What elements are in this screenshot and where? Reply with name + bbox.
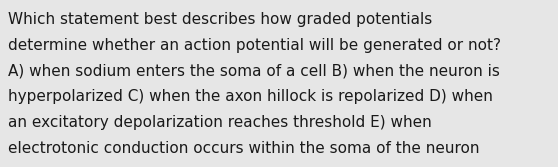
Text: an excitatory depolarization reaches threshold E) when: an excitatory depolarization reaches thr… bbox=[8, 115, 432, 130]
Text: electrotonic conduction occurs within the soma of the neuron: electrotonic conduction occurs within th… bbox=[8, 141, 480, 156]
Text: hyperpolarized C) when the axon hillock is repolarized D) when: hyperpolarized C) when the axon hillock … bbox=[8, 89, 493, 104]
Text: Which statement best describes how graded potentials: Which statement best describes how grade… bbox=[8, 12, 432, 27]
Text: determine whether an action potential will be generated or not?: determine whether an action potential wi… bbox=[8, 38, 502, 53]
Text: A) when sodium enters the soma of a cell B) when the neuron is: A) when sodium enters the soma of a cell… bbox=[8, 63, 500, 78]
